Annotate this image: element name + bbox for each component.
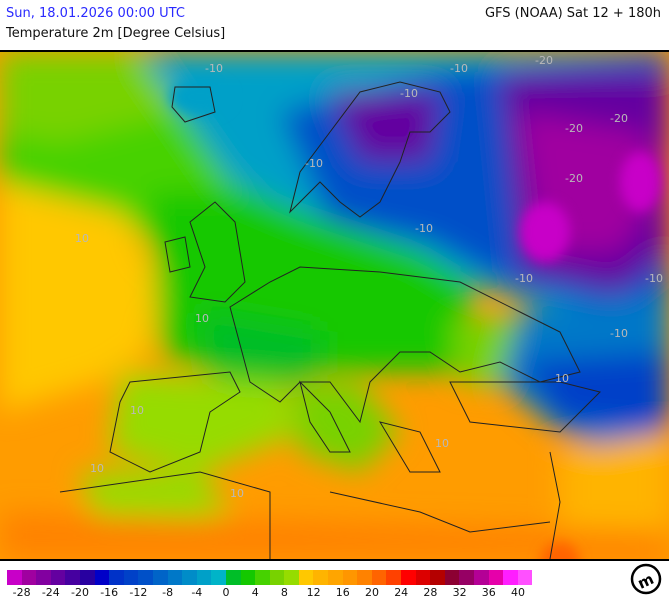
- scale-label: -16: [100, 586, 119, 599]
- scale-label: 28: [423, 586, 438, 599]
- color-swatch: [503, 570, 518, 585]
- color-swatch: [65, 570, 80, 585]
- color-swatch: [298, 570, 314, 585]
- color-swatch: [415, 570, 431, 585]
- contour-label: -10: [515, 272, 533, 285]
- color-swatch: [474, 570, 489, 585]
- temperature-detail: [170, 79, 660, 559]
- scale-label: 12: [306, 586, 321, 599]
- scale-label: 40: [511, 586, 525, 599]
- parameter-title: Temperature 2m [Degree Celsius]: [6, 26, 226, 41]
- color-swatch: [152, 570, 168, 585]
- scale-label: -20: [71, 586, 89, 599]
- color-swatch: [357, 570, 372, 585]
- contour-label: -20: [565, 172, 583, 185]
- temperature-map[interactable]: -10 -10 -10 -20 -20 -20 -10 -10 -10 -10 …: [0, 50, 669, 561]
- contour-label: 10: [130, 404, 144, 417]
- color-scale: [7, 570, 533, 585]
- scale-label: -24: [41, 586, 60, 599]
- contour-label: -20: [610, 112, 628, 125]
- color-swatch: [269, 570, 285, 585]
- model-run: GFS (NOAA) Sat 12 + 180h: [484, 6, 661, 21]
- temperature-field: [0, 52, 669, 559]
- color-swatch: [109, 570, 124, 585]
- color-swatch: [138, 570, 153, 585]
- color-swatch: [94, 570, 110, 585]
- color-swatch: [21, 570, 37, 585]
- color-swatch: [488, 570, 504, 585]
- contour-label: 10: [230, 487, 244, 500]
- contour-label: 10: [555, 372, 569, 385]
- color-swatch: [386, 570, 402, 585]
- contour-label: -10: [305, 157, 323, 170]
- color-swatch: [36, 570, 51, 585]
- color-swatch: [167, 570, 183, 585]
- contour-label: -10: [205, 62, 223, 75]
- scale-label: -12: [129, 586, 148, 599]
- color-swatch: [225, 570, 241, 585]
- color-swatch: [240, 570, 256, 585]
- color-swatch: [196, 570, 212, 585]
- color-scale-labels: -28 -24 -20 -16 -12 -8 -4 0 4 8 12 16 20 24 28 32 36 40: [0, 586, 560, 600]
- scale-label: -4: [191, 586, 203, 599]
- color-swatch: [371, 570, 387, 585]
- contour-label: -10: [450, 62, 468, 75]
- color-swatch: [430, 570, 445, 585]
- valid-date: Sun, 18.01.2026 00:00 UTC: [6, 6, 185, 21]
- color-swatch: [255, 570, 270, 585]
- svg-text:m: m: [635, 570, 657, 593]
- scale-label: 0: [222, 586, 230, 599]
- contour-label: 10: [90, 462, 104, 475]
- color-swatch: [79, 570, 95, 585]
- contour-labels: -10 -10 -10 -20 -20 -20 -10 -10 -10 -10 …: [75, 54, 663, 500]
- color-swatch: [284, 570, 299, 585]
- scale-label: 24: [394, 586, 409, 599]
- meteologix-logo: m: [630, 563, 662, 595]
- coastlines-borders: [59, 81, 601, 559]
- scale-label: 8: [280, 586, 288, 599]
- contour-label: -10: [400, 87, 418, 100]
- scale-label: -8: [162, 586, 174, 599]
- contour-label: 10: [75, 232, 89, 245]
- color-swatch: [459, 570, 474, 585]
- scale-label: -28: [12, 586, 31, 599]
- scale-label: 32: [452, 586, 467, 599]
- contour-label: -20: [535, 54, 553, 67]
- color-swatch: [401, 570, 416, 585]
- contour-label: 10: [435, 437, 449, 450]
- color-swatch: [182, 570, 197, 585]
- scale-label: 4: [251, 586, 259, 599]
- contour-label: -10: [610, 327, 628, 340]
- color-swatch: [123, 570, 139, 585]
- contour-label: -10: [415, 222, 433, 235]
- scale-label: 16: [335, 586, 350, 599]
- color-swatch: [444, 570, 460, 585]
- contour-label: 10: [195, 312, 209, 325]
- scale-label: 20: [365, 586, 379, 599]
- color-swatch: [328, 570, 343, 585]
- color-swatch: [313, 570, 329, 585]
- color-swatch: [7, 570, 22, 585]
- contour-label: -10: [645, 272, 663, 285]
- contour-label: -20: [565, 122, 583, 135]
- color-swatch: [50, 570, 66, 585]
- color-swatch: [211, 570, 226, 585]
- color-swatch: [517, 570, 533, 585]
- color-swatch: [342, 570, 358, 585]
- scale-label: 36: [481, 586, 496, 599]
